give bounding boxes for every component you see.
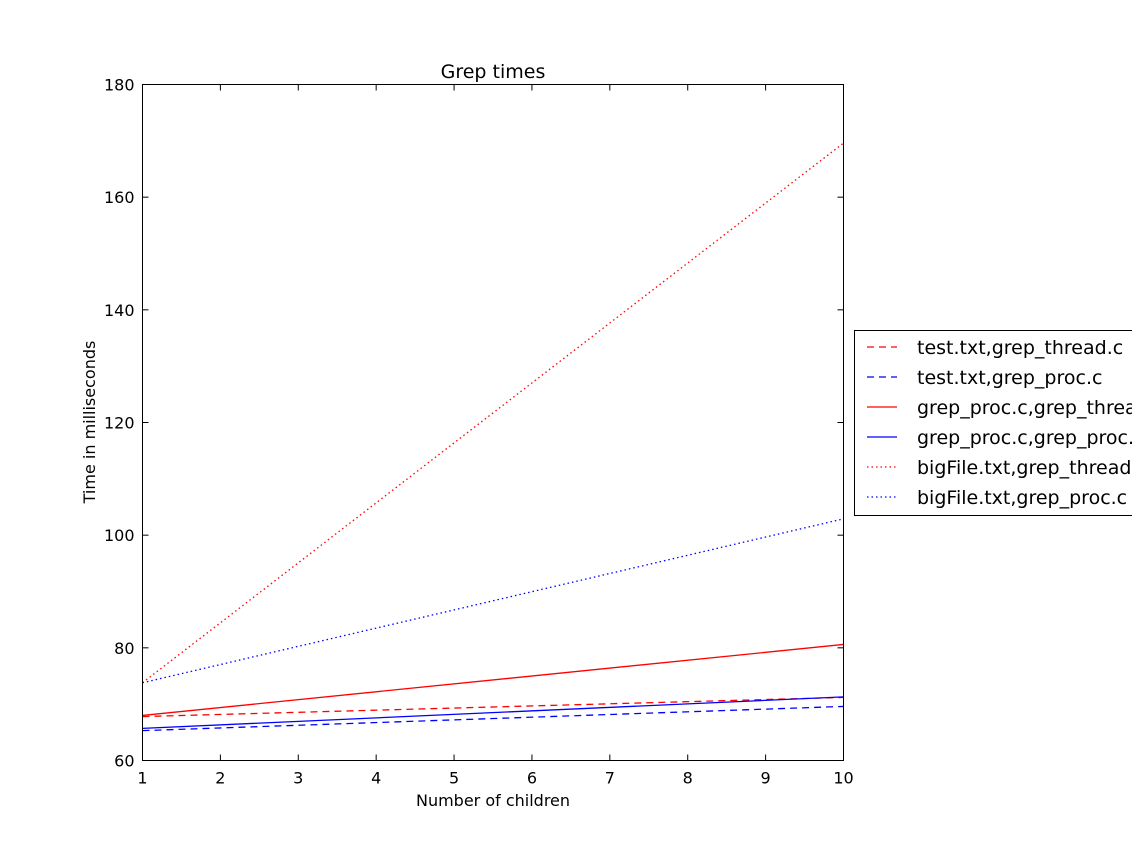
y-tick-label: 100	[104, 526, 135, 545]
x-tick-label: 5	[449, 769, 459, 788]
legend-label: test.txt,grep_proc.c	[917, 367, 1102, 389]
series-layer	[142, 142, 844, 732]
x-axis: 1 2 3 4 5 6 7 8 9 10	[137, 84, 854, 788]
series-line-3	[142, 643, 844, 717]
legend-box	[854, 330, 1132, 516]
x-tick-label: 10	[833, 769, 853, 788]
x-axis-label: Number of children	[416, 791, 570, 810]
legend-label: test.txt,grep_thread.c	[917, 337, 1123, 359]
y-tick-label: 60	[114, 752, 134, 771]
legend-label: bigFile.txt,grep_thread.c	[917, 457, 1132, 479]
x-tick-label: 4	[371, 769, 381, 788]
legend: test.txt,grep_thread.c test.txt,grep_proc…	[854, 330, 1132, 516]
plot-frame	[142, 84, 844, 761]
y-tick-label: 80	[114, 639, 134, 658]
x-tick-label: 6	[527, 769, 537, 788]
y-tick-label: 160	[104, 188, 135, 207]
series-line-6	[142, 518, 844, 684]
y-tick-label: 120	[104, 414, 135, 433]
chart-title: Grep times	[441, 61, 546, 83]
series-line-5	[142, 142, 844, 684]
x-tick-label: 1	[137, 769, 147, 788]
series-line-4	[142, 696, 844, 730]
series-line-2	[142, 705, 844, 732]
y-axis: 60 80 100 120 140 160 180	[104, 76, 844, 771]
x-tick-label: 9	[761, 769, 771, 788]
x-tick-label: 8	[683, 769, 693, 788]
y-tick-label: 140	[104, 301, 135, 320]
x-tick-label: 2	[215, 769, 225, 788]
legend-label: grep_proc.c,grep_thread.c	[917, 397, 1132, 419]
y-tick-label: 180	[104, 76, 135, 95]
series-line-1	[142, 696, 844, 718]
y-axis-label: Time in milliseconds	[80, 341, 99, 505]
x-tick-label: 7	[605, 769, 615, 788]
x-tick-label: 3	[293, 769, 303, 788]
legend-label: bigFile.txt,grep_proc.c	[917, 487, 1127, 509]
legend-label: grep_proc.c,grep_proc.c	[917, 427, 1132, 449]
